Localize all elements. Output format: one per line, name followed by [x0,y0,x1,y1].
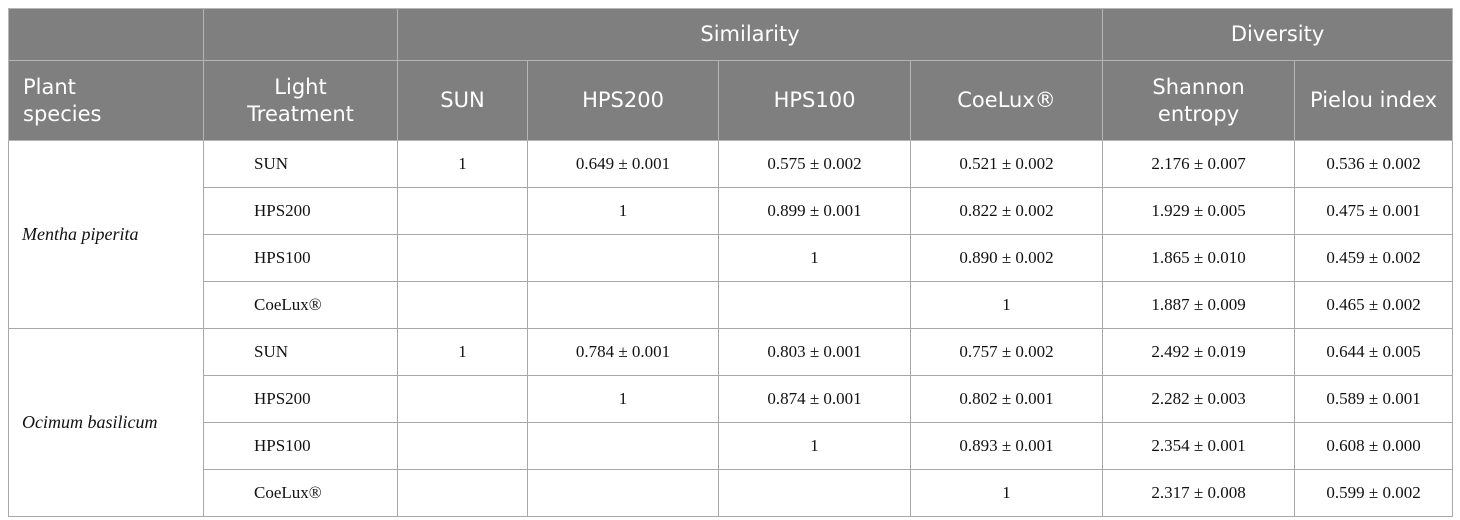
diversity-cell: 1.865 ± 0.010 [1102,234,1296,282]
similarity-cell: 0.893 ± 0.001 [909,422,1104,470]
similarity-cell: 0.890 ± 0.002 [909,234,1104,282]
similarity-cell: 1 [397,140,528,188]
group-header: Diversity [1102,8,1454,61]
column-header: HPS100 [718,60,911,141]
table-row: Mentha piperita SUN 1 0.649 ± 0.001 0.575 ± … [8,140,1454,329]
similarity-cell: 1 [718,422,911,470]
treatment-cell: SUN [203,140,398,188]
diversity-cell: 0.465 ± 0.002 [1294,281,1454,329]
similarity-cell: 0.802 ± 0.001 [909,375,1104,423]
diversity-cell: 1.929 ± 0.005 [1102,187,1296,235]
diversity-cell: 0.589 ± 0.001 [1294,375,1454,423]
treatment-cell: HPS100 [203,422,398,470]
diversity-cell: 0.644 ± 0.005 [1294,328,1454,376]
similarity-cell: 0.784 ± 0.001 [527,328,719,376]
empty-cell [718,281,911,329]
column-header: CoeLux® [909,60,1104,141]
diversity-cell: 0.536 ± 0.002 [1294,140,1454,188]
column-header: Plant species [8,60,204,141]
column-header: Light Treatment [203,60,398,141]
similarity-cell: 1 [718,234,911,282]
similarity-cell: 0.803 ± 0.001 [718,328,911,376]
species-cell: Mentha piperita [8,140,204,329]
table-row: Ocimum basilicum SUN 1 0.784 ± 0.001 0.803 ±… [8,328,1454,517]
similarity-cell: 0.757 ± 0.002 [909,328,1104,376]
similarity-cell: 0.899 ± 0.001 [718,187,911,235]
similarity-cell: 1 [397,328,528,376]
empty-cell [397,281,528,329]
diversity-cell: 2.176 ± 0.007 [1102,140,1296,188]
empty-cell [397,187,528,235]
similarity-cell: 0.822 ± 0.002 [909,187,1104,235]
column-header: SUN [397,60,528,141]
table-row: HPS100 1 0.890 ± 0.002 1.865 ± 0.010 0.459 ±… [9,234,1454,282]
treatment-cell: CoeLux® [203,281,398,329]
table-row: CoeLux® 1 2.317 ± 0.008 0.599 ± 0.002 [9,469,1454,517]
column-header: Shannon entropy [1102,60,1296,141]
empty-cell [397,422,528,470]
empty-cell [527,469,719,517]
diversity-cell: 2.492 ± 0.019 [1102,328,1296,376]
column-header: Pielou index [1294,60,1454,141]
header-cell [203,8,398,61]
table-header: Similarity Diversity Plant species Light… [8,8,1454,141]
group-header-row: Similarity Diversity [8,8,1454,61]
table-row: HPS200 1 0.874 ± 0.001 0.802 ± 0.001 2.282 ±… [9,375,1454,423]
empty-cell [397,234,528,282]
column-header: HPS200 [527,60,719,141]
similarity-cell: 1 [909,469,1104,517]
similarity-cell: 0.649 ± 0.001 [527,140,719,188]
empty-cell [397,469,528,517]
empty-cell [718,469,911,517]
diversity-cell: 0.459 ± 0.002 [1294,234,1454,282]
diversity-cell: 2.354 ± 0.001 [1102,422,1296,470]
column-header-row: Plant species Light Treatment SUN HPS200… [8,60,1454,141]
species-cell: Ocimum basilicum [8,328,204,517]
diversity-cell: 0.608 ± 0.000 [1294,422,1454,470]
similarity-cell: 1 [909,281,1104,329]
diversity-cell: 2.317 ± 0.008 [1102,469,1296,517]
diversity-cell: 2.282 ± 0.003 [1102,375,1296,423]
treatment-cell: CoeLux® [203,469,398,517]
treatment-cell: SUN [203,328,398,376]
treatment-cell: HPS200 [203,375,398,423]
diversity-cell: 0.599 ± 0.002 [1294,469,1454,517]
similarity-cell: 0.874 ± 0.001 [718,375,911,423]
table-body: Mentha piperita SUN 1 0.649 ± 0.001 0.575 ± … [8,140,1454,517]
similarity-cell: 1 [527,375,719,423]
empty-cell [527,281,719,329]
treatment-cell: HPS100 [203,234,398,282]
similarity-cell: 0.575 ± 0.002 [718,140,911,188]
diversity-cell: 0.475 ± 0.001 [1294,187,1454,235]
header-cell [8,8,204,61]
group-header: Similarity [396,8,1104,61]
table-row: HPS200 1 0.899 ± 0.001 0.822 ± 0.002 1.929 ±… [9,187,1454,235]
empty-cell [527,422,719,470]
treatment-cell: HPS200 [203,187,398,235]
table-row: CoeLux® 1 1.887 ± 0.009 0.465 ± 0.002 [9,281,1454,329]
similarity-cell: 1 [527,187,719,235]
data-table: Similarity Diversity Plant species Light… [8,8,1454,517]
diversity-cell: 1.887 ± 0.009 [1102,281,1296,329]
empty-cell [527,234,719,282]
table-row: HPS100 1 0.893 ± 0.001 2.354 ± 0.001 0.608 ±… [9,422,1454,470]
empty-cell [397,375,528,423]
similarity-cell: 0.521 ± 0.002 [909,140,1104,188]
